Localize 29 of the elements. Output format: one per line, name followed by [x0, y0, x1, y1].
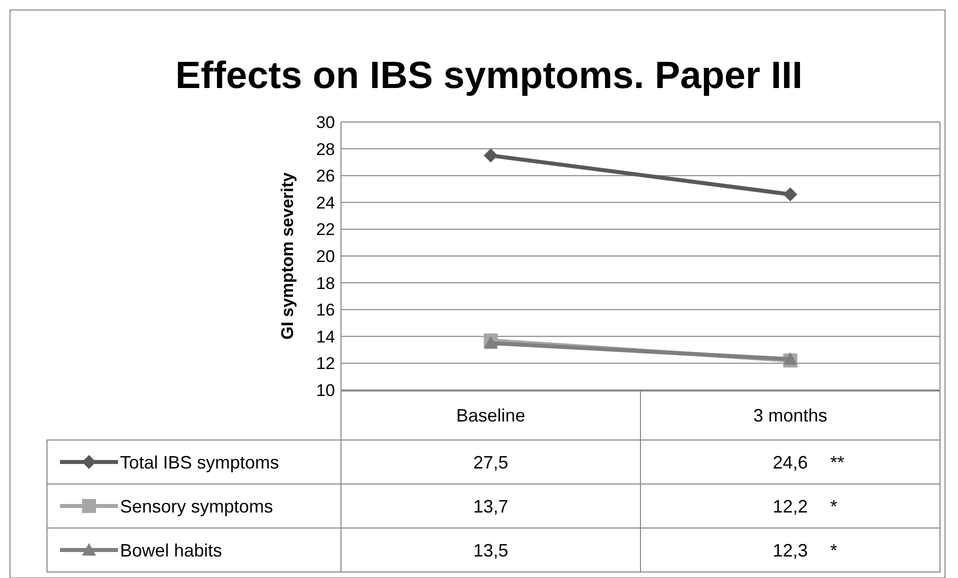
point [484, 148, 498, 162]
legend-label: Bowel habits [120, 540, 222, 560]
data-label: 24,6 [772, 452, 808, 472]
y-tick-label: 10 [316, 380, 335, 400]
text: ** [830, 452, 844, 472]
y-tick-label: 30 [316, 112, 335, 132]
x-tick-label: 3 months [753, 405, 828, 426]
y-tick-label: 22 [316, 220, 335, 240]
y-tick-label: 12 [316, 354, 335, 374]
data-label: 12,2 [772, 496, 808, 516]
text: * [830, 496, 838, 516]
chart-title: Effects on IBS symptoms. Paper III [175, 55, 803, 97]
point [783, 187, 798, 202]
y-tick-label: 24 [316, 193, 335, 212]
y-tick-label: 14 [316, 327, 335, 346]
y-tick-label: 20 [316, 246, 335, 266]
y-tick-label: 28 [316, 140, 335, 159]
text: * [830, 540, 838, 560]
y-tick-label: 18 [316, 274, 335, 293]
legend-label: Total IBS symptoms [120, 452, 280, 472]
y-tick-label: 26 [316, 166, 335, 186]
data-label: 13,7 [473, 496, 508, 516]
y-axis-title: GI symptom severity [278, 172, 297, 340]
legend-label: Sensory symptoms [120, 496, 274, 516]
x-tick-label: Baseline [456, 405, 526, 426]
data-label: 27,5 [473, 452, 508, 472]
data-label: 13,5 [473, 540, 508, 560]
y-tick-label: 16 [316, 300, 335, 320]
data-label: 12,3 [772, 540, 808, 560]
